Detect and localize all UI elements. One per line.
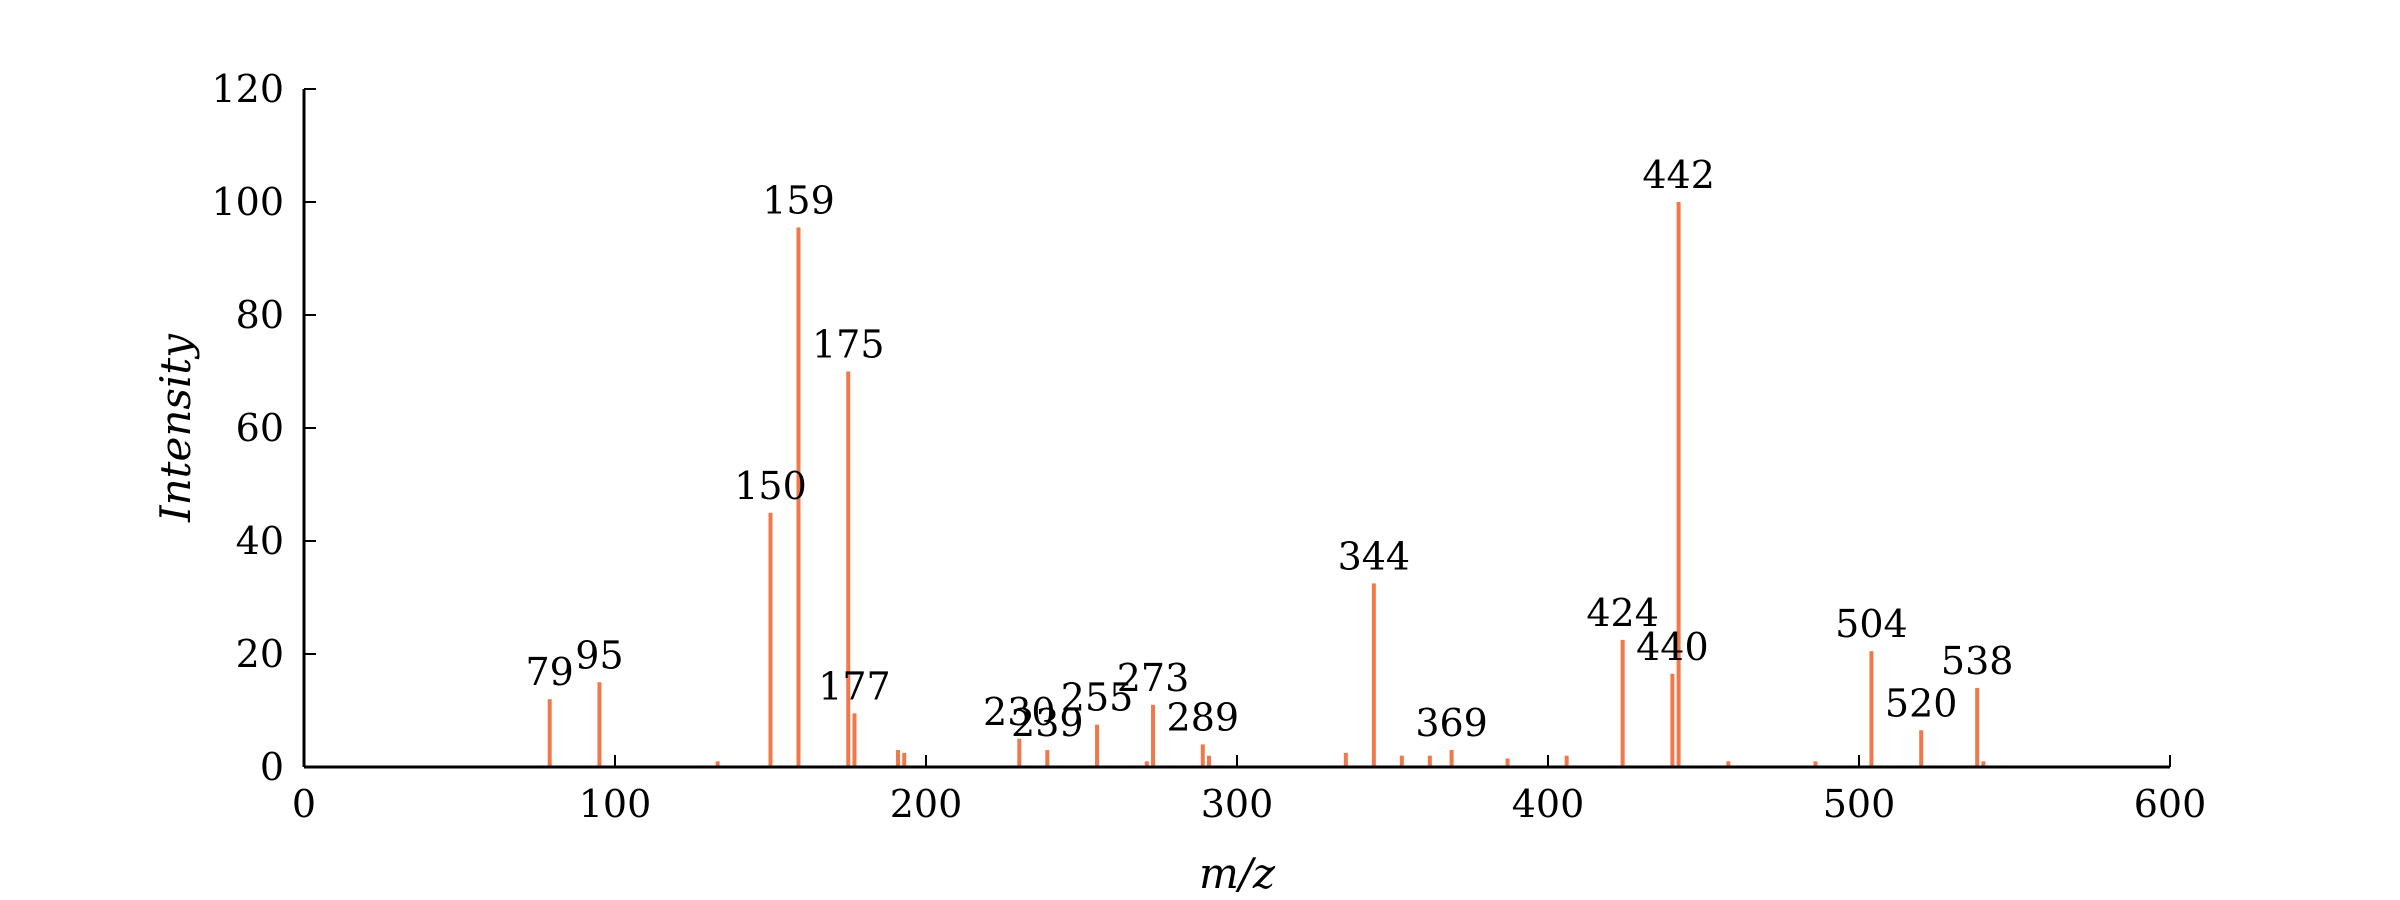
peak-bar	[896, 750, 901, 767]
peak-bar	[1564, 755, 1569, 767]
peak-label: 504	[1835, 602, 1908, 646]
peak-bar	[846, 371, 851, 767]
x-tick-label: 600	[2134, 782, 2207, 826]
x-tick-label: 200	[890, 782, 963, 826]
peak-bar	[1095, 724, 1100, 767]
x-ticks: 0 100 200 300 400 500 600	[292, 755, 2206, 826]
peak-bar	[1017, 738, 1022, 767]
peak-label: 239	[1011, 701, 1084, 745]
peak-bar	[796, 227, 801, 768]
peak-label: 273	[1117, 656, 1190, 700]
peak-bar	[1869, 651, 1874, 767]
peak-bar	[1981, 761, 1986, 767]
peak-label: 442	[1642, 153, 1715, 197]
y-tick-label: 60	[236, 406, 284, 450]
peak-bar	[1726, 761, 1731, 767]
peak-label: 150	[734, 464, 807, 508]
peak-label: 344	[1338, 534, 1411, 578]
peak-label: 520	[1885, 681, 1958, 725]
peak-label: 538	[1941, 639, 2014, 683]
x-tick-label: 300	[1201, 782, 1274, 826]
peak-bars	[547, 202, 1986, 768]
peak-label: 289	[1167, 695, 1240, 739]
peak-label: 95	[575, 633, 623, 677]
x-axis-label: m/z	[1199, 849, 1276, 898]
peak-label: 79	[526, 650, 574, 694]
y-tick-label: 40	[236, 519, 284, 563]
peak-bar	[1975, 687, 1980, 767]
y-tick-label: 80	[236, 293, 284, 337]
peak-bar	[1207, 755, 1212, 767]
peak-bar	[1371, 583, 1376, 767]
peak-label: 440	[1636, 625, 1709, 669]
peak-label: 369	[1415, 701, 1488, 745]
peak-label: 159	[762, 178, 835, 222]
x-tick-label: 100	[579, 782, 652, 826]
peak-label: 175	[812, 323, 885, 367]
x-tick-label: 500	[1823, 782, 1896, 826]
y-axis-label: Intensity	[151, 333, 200, 523]
peak-bar	[1620, 639, 1625, 767]
peak-bar	[1399, 755, 1404, 767]
peak-bar	[1151, 704, 1156, 767]
peak-bar	[597, 682, 602, 767]
y-tick-label: 100	[211, 180, 284, 224]
peak-bar	[1449, 750, 1454, 767]
peak-label: 230	[983, 690, 1056, 734]
peak-bar	[852, 713, 857, 767]
peak-label: 255	[1061, 676, 1134, 720]
x-tick-label: 400	[1512, 782, 1585, 826]
peak-bar	[1045, 750, 1050, 767]
peak-bar	[768, 512, 773, 767]
peak-bar	[902, 752, 907, 767]
peak-bar	[1343, 752, 1348, 767]
peak-label: 177	[818, 664, 891, 708]
y-tick-label: 20	[236, 632, 284, 676]
peak-bar	[1676, 202, 1681, 767]
y-ticks: 0 20 40 60 80 100 120	[211, 67, 316, 789]
y-tick-label: 120	[211, 67, 284, 111]
peak-bar	[1505, 758, 1510, 767]
peak-bar	[547, 699, 552, 767]
peak-bar	[1144, 761, 1149, 767]
peak-bar	[1813, 761, 1818, 767]
peak-bar	[1919, 730, 1924, 767]
peak-bar	[715, 761, 720, 767]
peak-bar	[1427, 755, 1432, 767]
peak-label: 424	[1586, 591, 1659, 635]
peak-bar	[1670, 673, 1675, 767]
x-tick-label: 0	[292, 782, 316, 826]
y-tick-label: 0	[260, 745, 284, 789]
peak-bar	[1200, 744, 1205, 767]
